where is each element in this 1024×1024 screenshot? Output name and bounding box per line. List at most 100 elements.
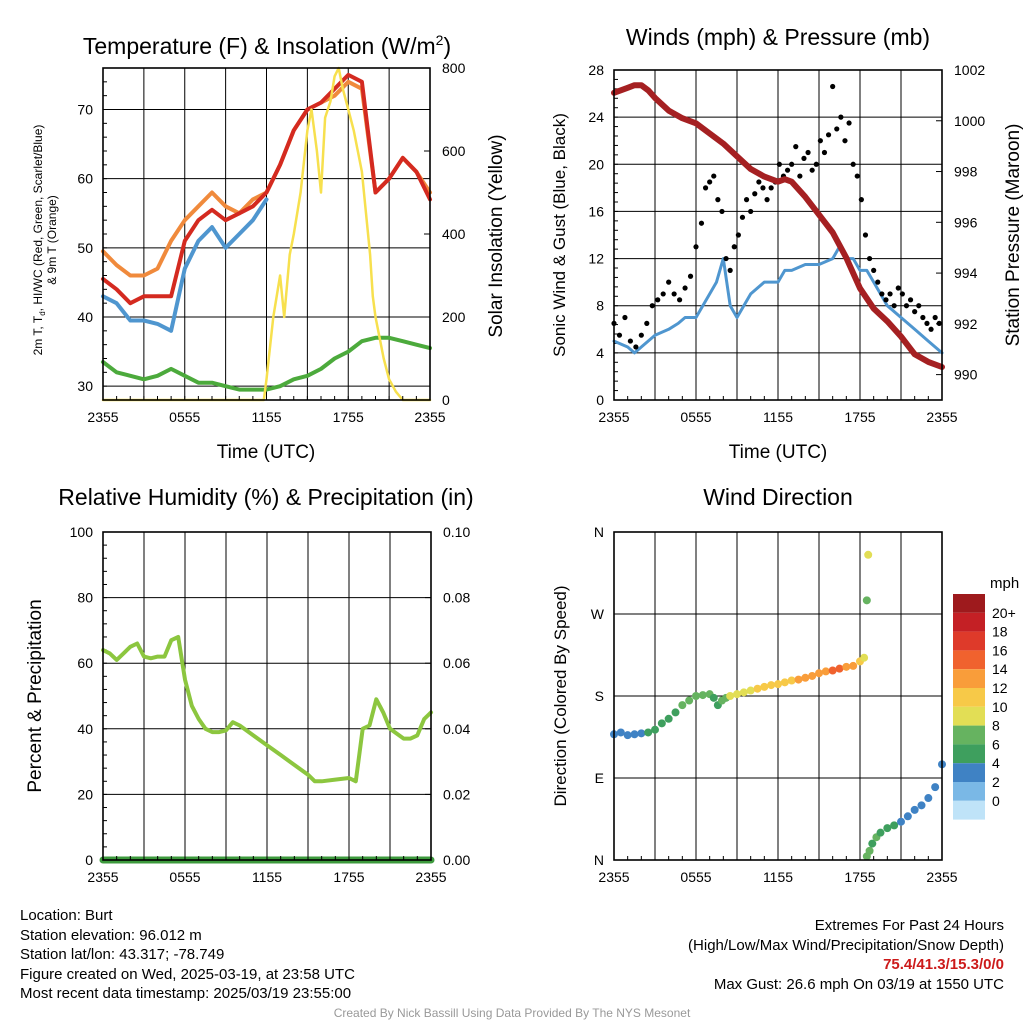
- y2-tick-label: 0.08: [443, 590, 470, 606]
- winds-panel: 0 4 8 12 16 20 24 28 990 992 994 996 998 1000 1002 2355…: [588, 62, 985, 425]
- x-tick-label: 1155: [763, 869, 793, 885]
- temperature-xlabel: Time (UTC): [217, 442, 316, 463]
- x-tick-label: 1755: [333, 869, 364, 885]
- gust-point: [702, 185, 709, 191]
- gust-point: [875, 279, 881, 285]
- direction-point: [794, 675, 803, 684]
- y2-tick-label: 0.00: [443, 852, 470, 868]
- direction-point: [630, 730, 639, 739]
- colorbar-label: 8: [992, 718, 1000, 734]
- gust-point: [834, 126, 840, 132]
- y-tick-label: 4: [596, 345, 604, 361]
- gust-point: [735, 232, 741, 238]
- series-relative-humidity: [101, 635, 433, 784]
- gust-point: [739, 214, 746, 220]
- series-2m-t: [101, 72, 432, 306]
- y2-tick-label: 0.04: [443, 721, 470, 737]
- direction-point: [821, 667, 830, 676]
- direction-point: [842, 662, 851, 671]
- x-tick-label: 2355: [926, 869, 957, 885]
- gust-point: [916, 303, 922, 309]
- gust-point: [616, 332, 623, 338]
- gust-point: [891, 303, 897, 309]
- gust-point: [633, 344, 639, 350]
- gust-point: [687, 273, 694, 279]
- x-tick-label: 0555: [169, 869, 200, 885]
- gust-point: [627, 338, 634, 344]
- x-tick-label: 0555: [680, 869, 711, 885]
- gust-point: [644, 320, 650, 326]
- recent-timestamp: Most recent data timestamp: 2025/03/19 2…: [20, 985, 352, 1002]
- direction-point: [865, 846, 874, 855]
- direction-point: [774, 680, 782, 689]
- gust-point: [907, 297, 914, 303]
- direction-colorbar: mph 20+ 18 16 14 12 10 8 6 4 2 0: [953, 575, 1019, 820]
- temperature-title: Temperature (F) & Insolation (W/m2): [83, 32, 451, 59]
- y-tick-label: N: [594, 524, 604, 540]
- y2-tick-label: 1002: [954, 62, 985, 78]
- temperature-panel: 30 40 50 60 70 0 200 400 600 800 2355 0555 1155 1755 2…: [77, 60, 465, 425]
- y2-tick-label: 0.10: [443, 524, 470, 540]
- colorbar-swatch: [953, 782, 985, 801]
- direction-point: [849, 661, 858, 670]
- colorbar-label: 10: [992, 699, 1008, 715]
- gust-point: [723, 255, 729, 262]
- gust-point: [850, 161, 856, 167]
- gust-point: [821, 149, 828, 156]
- y2-tick-label: 992: [954, 316, 978, 332]
- x-tick-label: 2355: [415, 869, 446, 885]
- x-tick-label: 1755: [844, 409, 875, 425]
- gust-point: [698, 220, 705, 226]
- x-tick-label: 2355: [87, 869, 118, 885]
- gust-point: [928, 326, 934, 332]
- direction-point: [644, 728, 653, 737]
- station-info: Location: Burt Station elevation: 96.012…: [20, 906, 355, 1004]
- direction-point: [637, 729, 646, 738]
- direction-point: [883, 824, 892, 833]
- direction-point: [623, 731, 632, 740]
- gust-point: [719, 208, 725, 215]
- series-hi-wc: [101, 197, 269, 333]
- y2-tick-label: 600: [442, 143, 466, 159]
- direction-point: [726, 692, 735, 700]
- gust-point: [671, 291, 677, 297]
- colorbar-swatch: [953, 800, 985, 820]
- y2-tick-label: 200: [442, 309, 466, 325]
- colorbar-swatch: [953, 669, 985, 688]
- x-tick-label: 1155: [252, 869, 282, 885]
- gust-point: [813, 161, 819, 167]
- colorbar-swatch: [953, 725, 985, 745]
- y-tick-label: 50: [77, 240, 93, 256]
- gust-point: [756, 179, 762, 185]
- gust-point: [830, 83, 836, 90]
- gust-point: [649, 303, 655, 309]
- gust-point: [825, 132, 832, 138]
- colorbar-swatch: [953, 650, 985, 670]
- colorbar-label: 16: [992, 642, 1008, 658]
- y-tick-label: 30: [77, 378, 93, 394]
- direction-ylabel: Direction (Colored By Speed): [551, 585, 570, 806]
- x-tick-label: 2355: [87, 409, 118, 425]
- temperature-y2label: Solar Insolation (Yellow): [486, 134, 507, 337]
- gust-point: [784, 167, 791, 173]
- gust-point: [707, 179, 713, 185]
- direction-point: [862, 596, 871, 605]
- y-tick-label: 12: [588, 251, 604, 267]
- y-tick-label: 20: [77, 786, 93, 802]
- direction-point: [864, 550, 873, 559]
- gust-point: [858, 197, 864, 203]
- colorbar-label: 12: [992, 680, 1008, 696]
- gust-point: [797, 173, 803, 179]
- direction-point: [698, 691, 707, 700]
- y-tick-label: N: [594, 852, 604, 868]
- gust-point: [693, 244, 699, 250]
- temperature-ylabel-2: & 9m T (Orange): [45, 195, 59, 285]
- gust-point: [838, 114, 844, 120]
- humidity-title: Relative Humidity (%) & Precipitation (i…: [58, 484, 473, 510]
- y2-tick-label: 800: [442, 60, 466, 76]
- direction-point: [890, 821, 899, 830]
- direction-point: [678, 701, 687, 710]
- direction-point: [760, 682, 769, 691]
- x-tick-label: 2355: [926, 409, 957, 425]
